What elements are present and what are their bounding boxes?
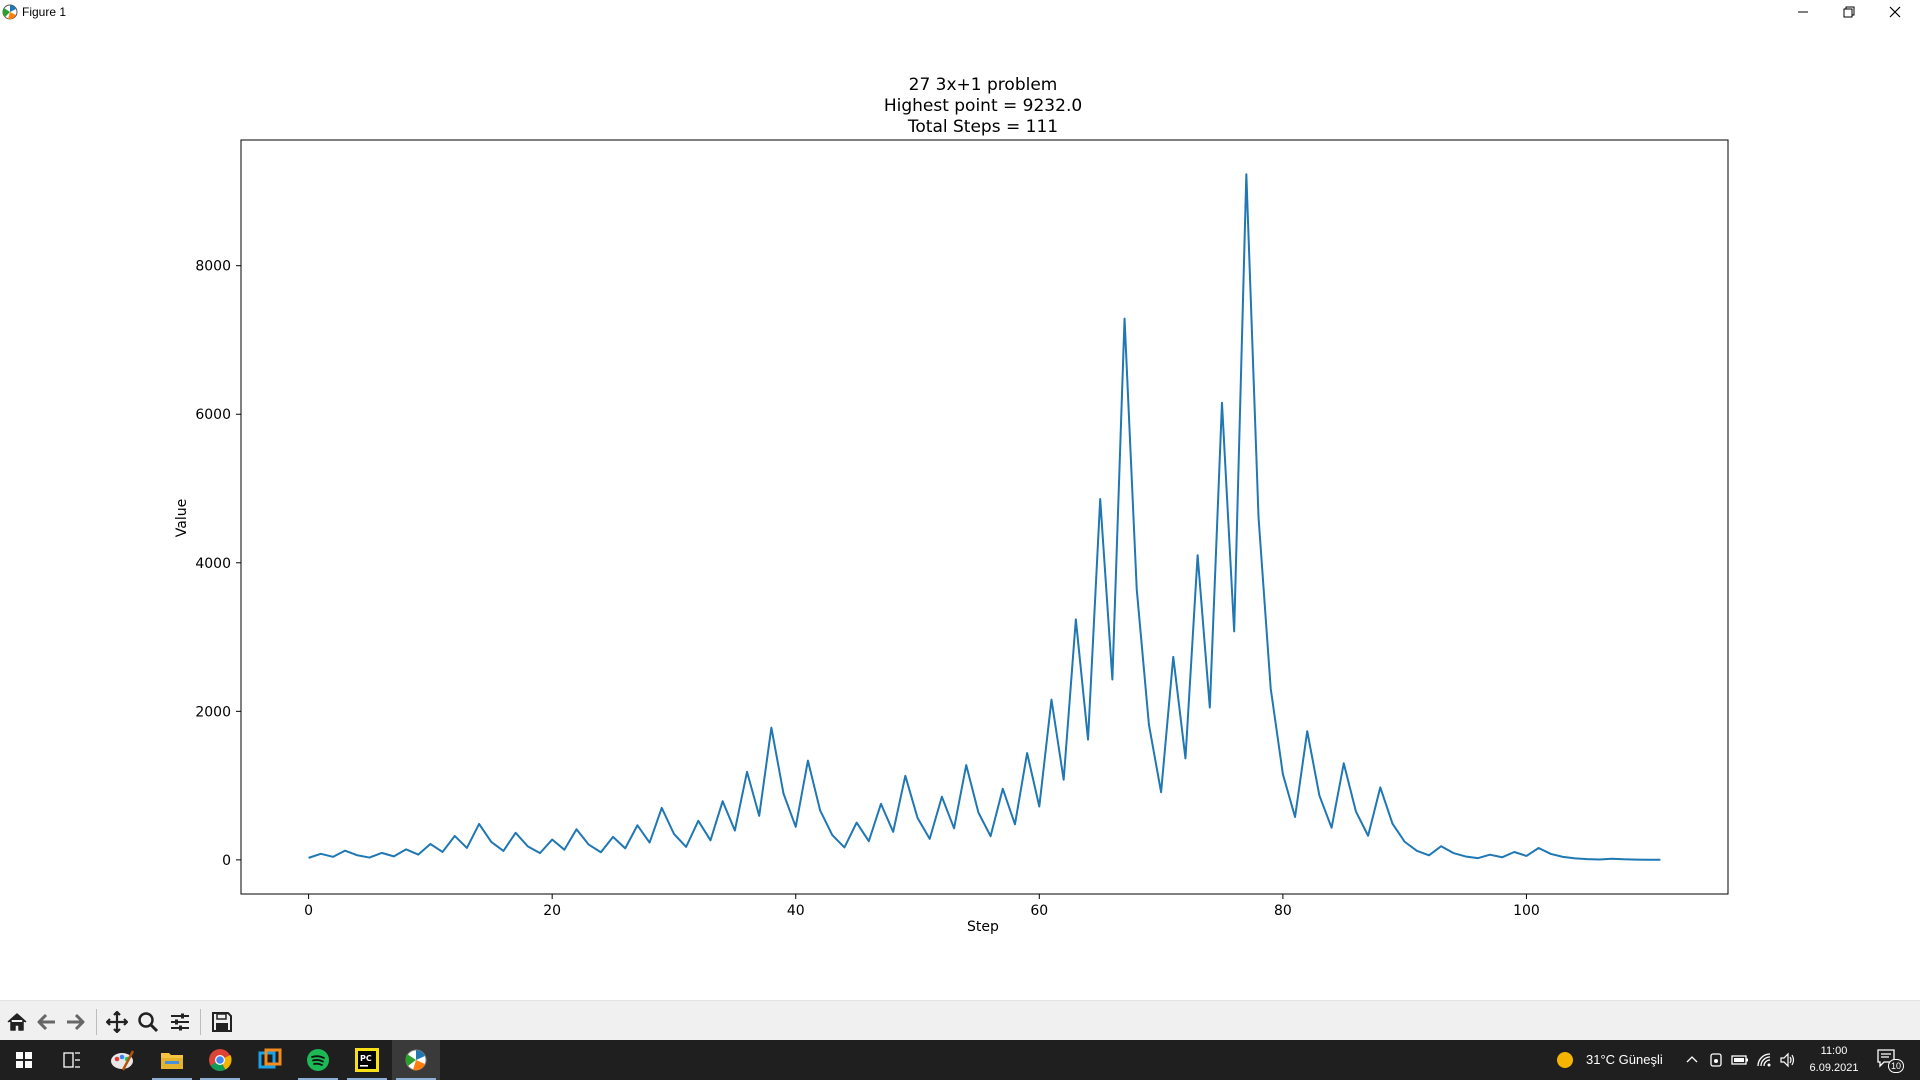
restore-icon (1843, 6, 1855, 18)
taskbar-app-pycharm[interactable]: PC (343, 1040, 391, 1080)
x-tick-label: 60 (1030, 903, 1048, 919)
x-axis-label: Step (967, 919, 999, 935)
plot-frame (240, 139, 1729, 895)
x-tick-label: 20 (543, 903, 561, 919)
y-axis-label: Value (174, 499, 190, 537)
pan-button[interactable] (104, 1009, 130, 1035)
chevron-up-icon[interactable] (1686, 1054, 1698, 1066)
axes: 0 20 40 60 80 100 0 2000 4000 6000 8000 (195, 139, 1729, 919)
chart-title-line-1: 27 3x+1 problem (909, 75, 1058, 95)
x-tick-label: 100 (1513, 903, 1540, 919)
chrome-icon (209, 1049, 232, 1071)
configure-subplots-button[interactable] (167, 1009, 193, 1035)
volume-icon[interactable] (1779, 1052, 1795, 1068)
spotify-icon (307, 1049, 329, 1071)
chart-title: 27 3x+1 problem Highest point = 9232.0 T… (884, 75, 1082, 137)
wifi-icon[interactable] (1756, 1052, 1772, 1068)
device-icon[interactable] (1709, 1052, 1723, 1068)
chart-title-line-2: Highest point = 9232.0 (884, 96, 1082, 116)
navigation-toolbar (0, 1000, 1920, 1040)
start-button[interactable] (0, 1040, 48, 1080)
back-button[interactable] (34, 1009, 60, 1035)
zoom-icon (138, 1012, 159, 1033)
chart-title-line-3: Total Steps = 111 (907, 117, 1058, 137)
pycharm-icon: PC (355, 1048, 379, 1072)
y-tick-label: 2000 (195, 704, 231, 720)
x-tick-label: 0 (304, 903, 313, 919)
file-explorer-icon (161, 1053, 183, 1069)
back-arrow-icon (37, 1013, 55, 1031)
minimize-button[interactable] (1780, 0, 1826, 24)
paint-icon (111, 1050, 135, 1071)
home-button[interactable] (4, 1009, 30, 1035)
battery-icon[interactable] (1731, 1053, 1749, 1067)
configure-subplots-icon (171, 1013, 189, 1031)
start-icon (16, 1052, 32, 1068)
remote-desktop-icon (258, 1048, 282, 1069)
restore-button[interactable] (1826, 0, 1872, 24)
series-line (308, 173, 1661, 861)
clock[interactable]: 11:00 6.09.2021 (1800, 1043, 1868, 1077)
window-titlebar: Figure 1 (0, 0, 1920, 24)
forward-arrow-icon (67, 1013, 85, 1031)
y-tick-label: 6000 (195, 407, 231, 423)
weather-sun-icon[interactable] (1556, 1051, 1574, 1069)
close-icon (1889, 6, 1901, 18)
taskbar-app-chrome[interactable] (196, 1040, 244, 1080)
taskbar-app-file-explorer[interactable] (148, 1040, 196, 1080)
home-icon (7, 1013, 27, 1031)
zoom-button[interactable] (135, 1009, 161, 1035)
save-button[interactable] (209, 1009, 235, 1035)
clock-date: 6.09.2021 (1809, 1062, 1859, 1074)
running-indicator (152, 1078, 192, 1080)
taskbar-app-paint[interactable] (98, 1040, 146, 1080)
running-indicator (396, 1078, 436, 1080)
taskbar-app-remote-desktop[interactable] (246, 1040, 294, 1080)
matplotlib-figure-icon (405, 1049, 427, 1071)
clock-time: 11:00 (1820, 1045, 1848, 1057)
window-title: Figure 1 (22, 5, 67, 19)
running-indicator (298, 1078, 338, 1080)
pan-icon (106, 1011, 128, 1033)
taskbar: PC 31°C Güneşli 11:00 6.09.2021 10 (0, 1040, 1920, 1080)
y-tick-label: 8000 (195, 259, 231, 275)
running-indicator (347, 1078, 387, 1080)
y-tick-label: 4000 (195, 556, 231, 572)
notification-center-button[interactable]: 10 (1876, 1048, 1904, 1073)
task-view-button[interactable] (48, 1040, 96, 1080)
notification-icon (1877, 1049, 1895, 1068)
task-view-icon (63, 1052, 80, 1068)
toolbar-separator (200, 1009, 201, 1035)
running-indicator (200, 1078, 240, 1080)
notification-count-badge: 10 (1888, 1059, 1904, 1073)
minimize-icon (1798, 11, 1808, 13)
y-tick-label: 0 (222, 853, 231, 869)
figure-canvas[interactable]: 27 3x+1 problem Highest point = 9232.0 T… (0, 24, 1920, 1000)
weather-text[interactable]: 31°C Güneşli (1586, 1052, 1663, 1067)
taskbar-app-spotify[interactable] (294, 1040, 342, 1080)
save-icon (212, 1012, 232, 1032)
forward-button[interactable] (62, 1009, 88, 1035)
svg-text:PC: PC (360, 1054, 372, 1063)
close-button[interactable] (1872, 0, 1918, 24)
x-tick-label: 40 (787, 903, 805, 919)
toolbar-separator (96, 1009, 97, 1035)
taskbar-app-matplotlib-figure[interactable] (392, 1040, 440, 1080)
matplotlib-app-icon (2, 4, 18, 20)
x-tick-label: 80 (1274, 903, 1292, 919)
